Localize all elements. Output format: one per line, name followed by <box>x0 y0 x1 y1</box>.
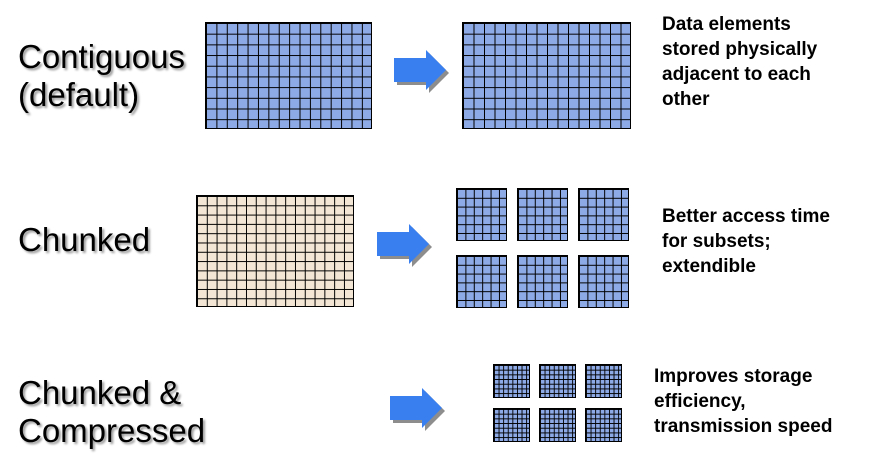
label-line: Compressed <box>18 412 206 449</box>
label-line: (default) <box>18 76 140 113</box>
label-chunked-compressed: Chunked & Compressed <box>18 374 205 450</box>
description-line: stored physically <box>662 39 818 60</box>
contiguous-source-grid <box>205 22 372 129</box>
description-chunked: Better access time for subsets; extendib… <box>662 204 830 279</box>
description-line: efficiency, <box>654 391 746 412</box>
description-contiguous: Data elements stored physically adjacent… <box>662 12 817 112</box>
description-line: other <box>662 89 710 110</box>
label-line: Chunked & <box>18 374 182 411</box>
description-line: Better access time <box>662 206 830 227</box>
compressed-chunk-block <box>493 364 530 398</box>
description-line: Data elements <box>662 14 791 35</box>
description-compressed: Improves storage efficiency, transmissio… <box>654 364 832 439</box>
label-chunked: Chunked <box>18 221 150 259</box>
chunk-block <box>456 255 507 308</box>
right-arrow-icon <box>377 224 432 267</box>
compressed-chunk-block <box>585 408 622 442</box>
chunk-block <box>578 255 629 308</box>
label-line: Chunked <box>18 221 151 258</box>
description-line: extendible <box>662 256 756 277</box>
label-line: Contiguous <box>18 38 185 75</box>
contiguous-result-grid <box>462 22 631 129</box>
label-contiguous: Contiguous (default) <box>18 38 185 114</box>
compressed-chunk-block <box>539 364 576 398</box>
chunked-source-grid <box>196 195 354 307</box>
description-line: transmission speed <box>654 416 833 437</box>
right-arrow-icon <box>390 388 445 431</box>
compressed-chunk-block <box>539 408 576 442</box>
compressed-chunk-block <box>585 364 622 398</box>
description-line: for subsets; <box>662 231 771 252</box>
chunk-block <box>456 188 507 241</box>
compressed-chunk-block <box>493 408 530 442</box>
chunk-block <box>517 188 568 241</box>
description-line: Improves storage <box>654 366 813 387</box>
chunk-block <box>578 188 629 241</box>
chunk-block <box>517 255 568 308</box>
right-arrow-icon <box>394 50 449 93</box>
description-line: adjacent to each <box>662 64 811 85</box>
